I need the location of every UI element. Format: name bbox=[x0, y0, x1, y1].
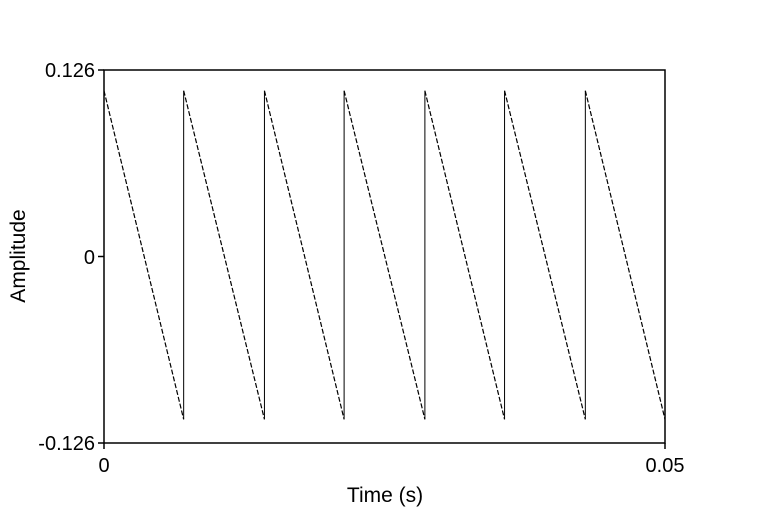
series-ramp-segment bbox=[103, 90, 185, 420]
tick-layer: 0.126 0 -0.126 0 0.05 bbox=[38, 60, 684, 477]
series-ramp-segment bbox=[183, 90, 266, 420]
series-ramp-segment bbox=[263, 90, 345, 420]
series-ramp-segment bbox=[584, 90, 666, 420]
series-ramp-segment bbox=[503, 90, 586, 420]
x-tick-label-start: 0 bbox=[98, 455, 109, 477]
y-tick-label-top: 0.126 bbox=[45, 60, 95, 82]
y-tick-label-bottom: -0.126 bbox=[38, 433, 95, 455]
series-ramp-segment bbox=[343, 90, 426, 420]
series-ramp-segment bbox=[424, 90, 506, 420]
x-axis-title: Time (s) bbox=[347, 484, 423, 507]
x-tick-label-end: 0.05 bbox=[646, 455, 685, 477]
series-layer bbox=[103, 90, 666, 420]
y-tick-label-zero: 0 bbox=[84, 247, 95, 269]
y-axis-title: Amplitude bbox=[7, 209, 30, 302]
